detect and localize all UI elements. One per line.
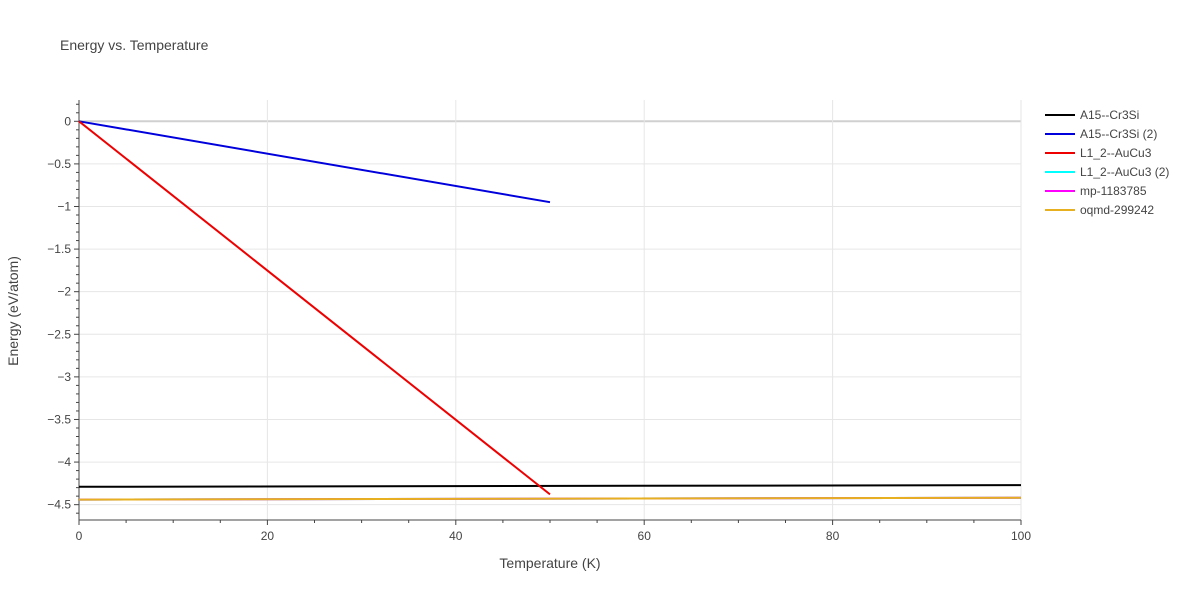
x-tick-label: 100	[1011, 529, 1031, 543]
y-axis-title: Energy (eV/atom)	[5, 256, 21, 366]
axis-layer: 0 −0.5 −1 −1.5 −2 −2.5 −3 −3.5 −4 −4.5 0 20 40 60 80 10…	[47, 100, 1031, 543]
legend-label-a15-cr3si-2: A15--Cr3Si (2)	[1080, 127, 1157, 141]
series-line-l1-2-aucu3	[78, 120, 551, 496]
y-tick-label: −1	[57, 199, 71, 213]
y-tick-label: −3.5	[47, 412, 71, 426]
legend-label-oqmd-299242: oqmd-299242	[1080, 203, 1154, 217]
legend-label-l1-2-aucu3-2: L1_2--AuCu3 (2)	[1080, 165, 1169, 179]
legend-label-l1-2-aucu3: L1_2--AuCu3	[1080, 146, 1152, 160]
y-tick-label: 0	[64, 114, 71, 128]
x-tick-label: 80	[826, 529, 840, 543]
y-tick-label: −4.5	[47, 498, 71, 512]
series-line-a15-cr3si	[78, 484, 1022, 488]
x-axis-title: Temperature (K)	[499, 555, 600, 571]
y-tick-label: −3	[57, 370, 71, 384]
series-line-oqmd-299242	[78, 496, 1022, 501]
series-layer	[78, 120, 1022, 501]
x-tick-label: 40	[449, 529, 463, 543]
y-tick-label: −2.5	[47, 327, 71, 341]
y-tick-label: −0.5	[47, 157, 71, 171]
legend-label-mp-1183785: mp-1183785	[1080, 184, 1147, 198]
legend: A15--Cr3Si A15--Cr3Si (2) L1_2--AuCu3 L1_2-…	[1045, 108, 1169, 217]
x-tick-label: 20	[261, 529, 275, 543]
legend-label-a15-cr3si: A15--Cr3Si	[1080, 108, 1139, 122]
y-tick-label: −4	[57, 455, 71, 469]
chart-title: Energy vs. Temperature	[60, 37, 209, 53]
y-tick-label: −2	[57, 285, 71, 299]
x-tick-label: 60	[638, 529, 652, 543]
series-line-a15-cr3si-2	[78, 120, 551, 204]
y-tick-label: −1.5	[47, 242, 71, 256]
grid-layer	[79, 100, 1022, 520]
x-tick-label: 0	[76, 529, 83, 543]
